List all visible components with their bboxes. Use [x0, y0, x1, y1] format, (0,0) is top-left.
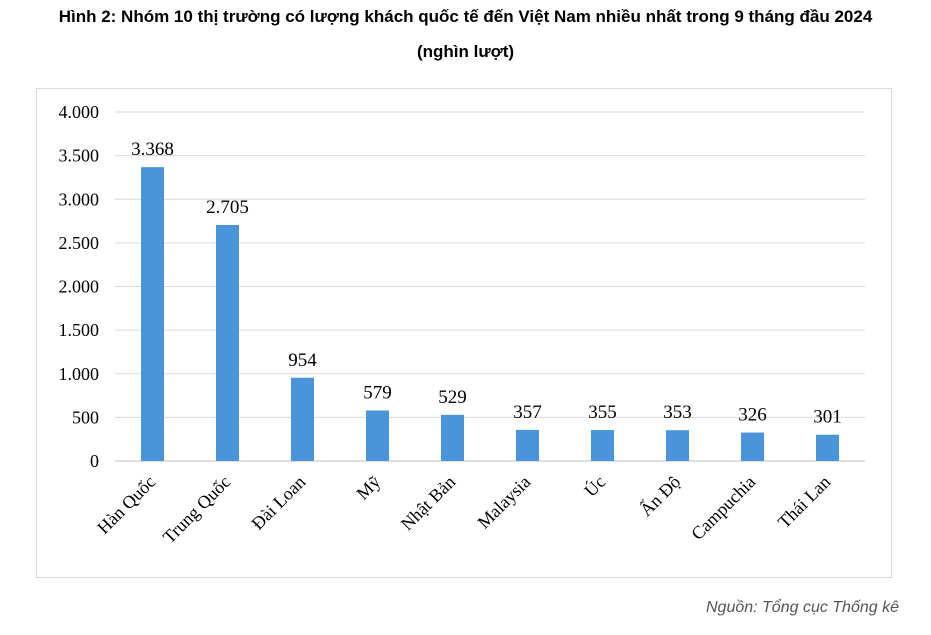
y-tick-label: 3.000	[59, 189, 100, 209]
y-tick-label: 2.500	[59, 233, 100, 253]
bar	[441, 414, 464, 461]
x-tick-label: Nhật Bản	[397, 472, 460, 535]
bar	[291, 377, 314, 461]
data-label: 357	[513, 402, 542, 423]
x-tick-label: Ấn Độ	[635, 471, 684, 520]
x-tick-label: Thái Lan	[774, 472, 834, 532]
data-label: 353	[663, 402, 692, 423]
bar	[591, 430, 614, 461]
y-tick-label: 3.500	[59, 146, 100, 166]
bar	[141, 167, 164, 461]
data-label: 2.705	[206, 197, 249, 218]
y-tick-label: 4.000	[59, 102, 100, 122]
bar	[516, 429, 539, 461]
data-label: 326	[738, 405, 767, 426]
chart-frame	[36, 88, 892, 578]
data-label: 355	[588, 402, 617, 423]
chart-subtitle: (nghìn lượt)	[416, 42, 515, 61]
data-label: 529	[438, 387, 467, 408]
data-label: 954	[288, 350, 317, 371]
y-tick-label: 2.000	[59, 277, 100, 297]
y-tick-label: 500	[72, 407, 99, 427]
bar	[666, 430, 689, 461]
bar	[816, 434, 839, 461]
x-tick-label: Úc	[580, 471, 610, 501]
y-tick-label: 1.500	[59, 320, 100, 340]
x-tick-label: Mỹ	[352, 472, 384, 504]
chart-title: Hình 2: Nhóm 10 thị trường có lượng khác…	[58, 7, 873, 26]
x-tick-label: Hàn Quốc	[93, 472, 159, 538]
x-tick-label: Malaysia	[474, 472, 535, 533]
bar	[366, 410, 389, 461]
y-tick-label: 0	[90, 451, 99, 471]
y-tick-label: 1.000	[59, 364, 100, 384]
data-label: 3.368	[131, 139, 174, 160]
bar	[216, 224, 239, 461]
x-tick-label: Trung Quốc	[159, 472, 235, 548]
x-tick-label: Campuchia	[687, 472, 759, 544]
data-label: 579	[363, 382, 392, 403]
source-note: Nguồn: Tổng cục Thống kê	[705, 599, 899, 616]
data-label: 301	[813, 407, 842, 428]
x-tick-label: Đài Loan	[247, 472, 309, 534]
bar	[741, 432, 764, 461]
